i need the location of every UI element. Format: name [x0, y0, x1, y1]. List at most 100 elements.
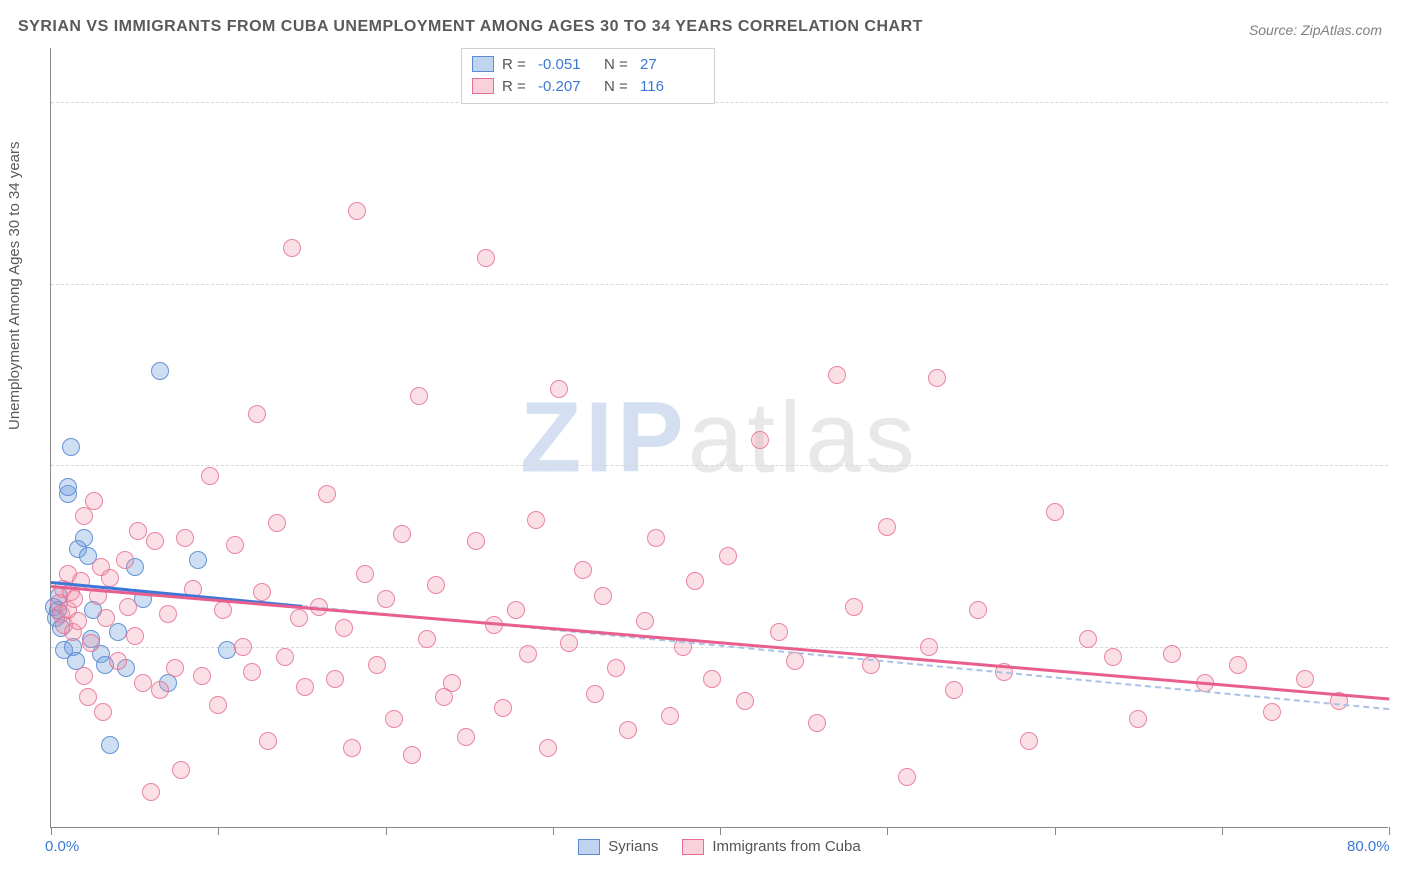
legend-r-value-0: -0.051 — [538, 56, 596, 73]
data-point — [828, 366, 846, 384]
data-point — [226, 536, 244, 554]
data-point — [253, 583, 271, 601]
chart-title: SYRIAN VS IMMIGRANTS FROM CUBA UNEMPLOYM… — [18, 18, 923, 36]
data-point — [318, 485, 336, 503]
data-point — [201, 467, 219, 485]
data-point — [172, 761, 190, 779]
data-point — [1079, 630, 1097, 648]
data-point — [636, 612, 654, 630]
data-point — [560, 634, 578, 652]
legend-n-label: N = — [604, 78, 632, 95]
grid-line — [51, 284, 1388, 285]
data-point — [348, 202, 366, 220]
data-point — [151, 362, 169, 380]
legend-row-syrians: R = -0.051 N = 27 — [472, 53, 698, 75]
data-point — [845, 598, 863, 616]
legend-item-cuba: Immigrants from Cuba — [682, 838, 860, 855]
x-tick-mark — [218, 827, 219, 835]
y-axis-label: Unemployment Among Ages 30 to 34 years — [6, 141, 23, 430]
grid-line — [51, 465, 1388, 466]
data-point — [410, 387, 428, 405]
data-point — [268, 514, 286, 532]
y-tick-label: 10.0% — [1392, 457, 1406, 474]
data-point — [703, 670, 721, 688]
data-point — [75, 529, 93, 547]
series-legend: Syrians Immigrants from Cuba — [51, 838, 1388, 855]
x-tick-mark — [51, 827, 52, 835]
data-point — [1020, 732, 1038, 750]
grid-line — [51, 102, 1388, 103]
data-point — [594, 587, 612, 605]
data-point — [134, 674, 152, 692]
data-point — [335, 619, 353, 637]
data-point — [1104, 648, 1122, 666]
watermark-zip: ZIP — [520, 381, 688, 493]
data-point — [1229, 656, 1247, 674]
legend-n-value-1: 116 — [640, 78, 698, 95]
data-point — [477, 249, 495, 267]
x-tick-mark — [1222, 827, 1223, 835]
data-point — [920, 638, 938, 656]
data-point — [1163, 645, 1181, 663]
data-point — [151, 681, 169, 699]
x-tick-mark — [1389, 827, 1390, 835]
y-tick-label: 15.0% — [1392, 275, 1406, 292]
data-point — [214, 601, 232, 619]
x-tick-mark — [720, 827, 721, 835]
legend-n-value-0: 27 — [640, 56, 698, 73]
data-point — [101, 736, 119, 754]
data-point — [770, 623, 788, 641]
data-point — [166, 659, 184, 677]
data-point — [898, 768, 916, 786]
data-point — [686, 572, 704, 590]
data-point — [507, 601, 525, 619]
data-point — [193, 667, 211, 685]
data-point — [368, 656, 386, 674]
data-point — [385, 710, 403, 728]
data-point — [243, 663, 261, 681]
data-point — [457, 728, 475, 746]
swatch-pink-icon — [682, 839, 704, 855]
data-point — [101, 569, 119, 587]
data-point — [619, 721, 637, 739]
legend-r-label: R = — [502, 56, 530, 73]
x-tick-mark — [887, 827, 888, 835]
y-tick-label: 20.0% — [1392, 94, 1406, 111]
watermark: ZIPatlas — [520, 380, 919, 495]
watermark-atlas: atlas — [688, 381, 919, 493]
data-point — [377, 590, 395, 608]
swatch-blue-icon — [472, 56, 494, 72]
data-point — [326, 670, 344, 688]
data-point — [65, 590, 83, 608]
data-point — [97, 609, 115, 627]
data-point — [550, 380, 568, 398]
data-point — [159, 605, 177, 623]
swatch-blue-icon — [578, 839, 600, 855]
data-point — [1296, 670, 1314, 688]
data-point — [283, 239, 301, 257]
data-point — [75, 667, 93, 685]
data-point — [82, 634, 100, 652]
data-point — [418, 630, 436, 648]
data-point — [574, 561, 592, 579]
data-point — [403, 746, 421, 764]
data-point — [393, 525, 411, 543]
data-point — [928, 369, 946, 387]
data-point — [126, 627, 144, 645]
legend-n-label: N = — [604, 56, 632, 73]
data-point — [85, 492, 103, 510]
x-tick-mark — [553, 827, 554, 835]
legend-r-label: R = — [502, 78, 530, 95]
data-point — [1046, 503, 1064, 521]
data-point — [736, 692, 754, 710]
data-point — [189, 551, 207, 569]
data-point — [234, 638, 252, 656]
y-tick-label: 5.0% — [1392, 638, 1406, 655]
legend-row-cuba: R = -0.207 N = 116 — [472, 75, 698, 97]
data-point — [79, 688, 97, 706]
data-point — [69, 612, 87, 630]
data-point — [176, 529, 194, 547]
data-point — [142, 783, 160, 801]
source-label: Source: ZipAtlas.com — [1249, 22, 1382, 38]
data-point — [878, 518, 896, 536]
